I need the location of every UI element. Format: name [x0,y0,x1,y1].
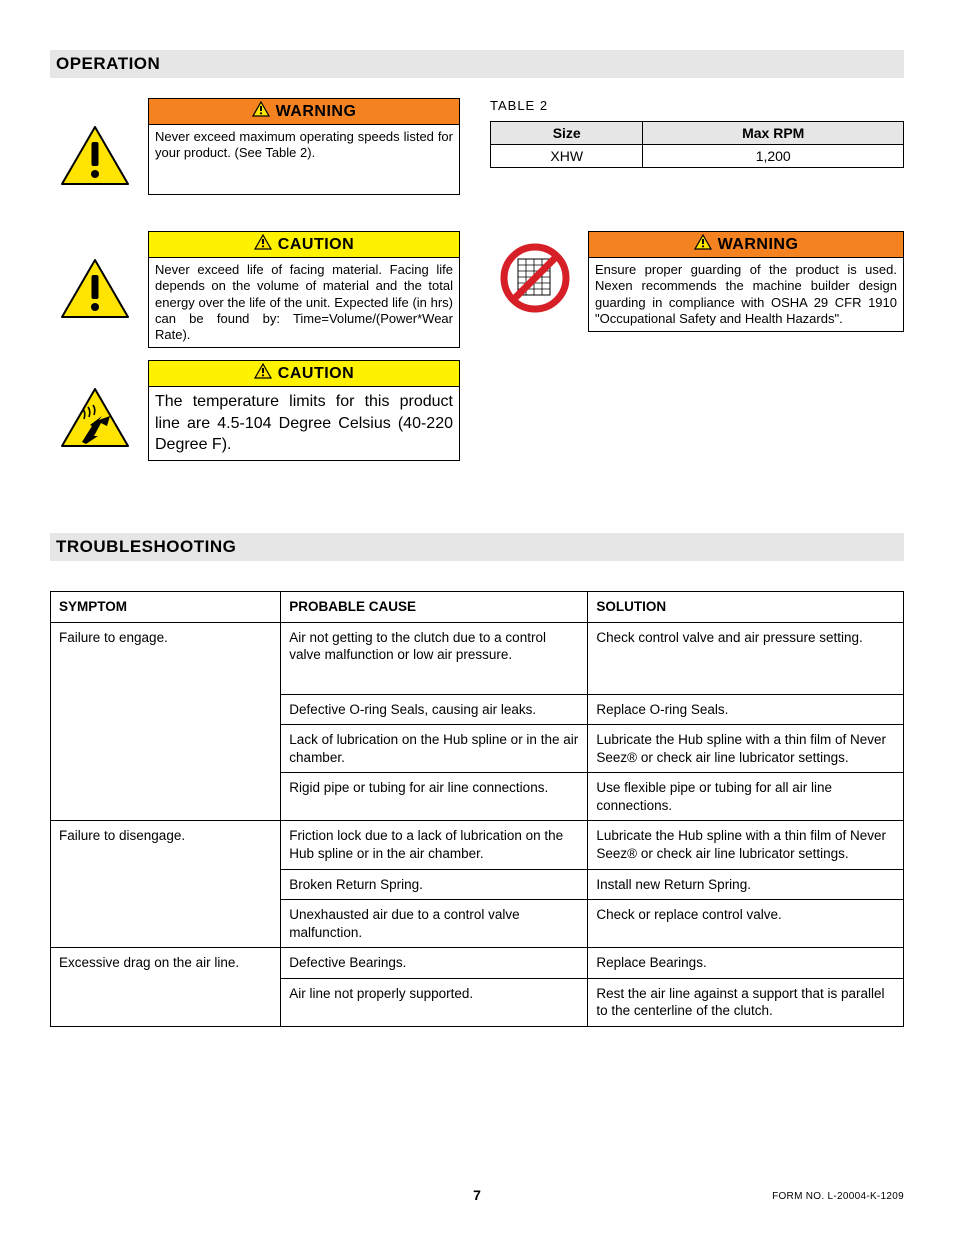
warning-header: WARNING [588,231,904,258]
operation-col-right-2: WARNING Ensure proper guarding of the pr… [490,231,904,344]
cell-solution: Rest the air line against a support that… [588,978,904,1026]
callout-content: WARNING Never exceed maximum operating s… [148,98,460,195]
cell-solution: Check control valve and air pressure set… [588,622,904,694]
cell-cause: Unexhausted air due to a control valve m… [281,900,588,948]
warning-small-triangle-icon [252,101,270,122]
caution-label: CAUTION [278,236,354,254]
section-heading-operation: OPERATION [50,50,904,78]
cell-solution: Replace Bearings. [588,948,904,979]
cell-solution: Install new Return Spring. [588,869,904,900]
caution-small-triangle-icon [254,363,272,384]
warning-label: WARNING [276,103,357,121]
callout-caution-1: CAUTION Never exceed life of facing mate… [50,231,460,348]
caution-body: Never exceed life of facing material. Fa… [148,258,460,348]
warning-body: Ensure proper guarding of the product is… [588,258,904,332]
table2-col-maxrpm: Max RPM [643,122,904,145]
section-heading-troubleshooting: TROUBLESHOOTING [50,533,904,561]
col-cause: PROBABLE CAUSE [281,592,588,623]
warning-triangle-icon [50,98,140,190]
caution-small-triangle-icon [254,234,272,255]
warning-triangle-icon [50,231,140,323]
cell-cause: Broken Return Spring. [281,869,588,900]
callout-caution-2: CAUTION The temperature limits for this … [50,360,460,461]
cell-cause: Air not getting to the clutch due to a c… [281,622,588,694]
callout-warning-1: WARNING Never exceed maximum operating s… [50,98,460,195]
warning-label: WARNING [718,236,799,254]
caution-header: CAUTION [148,231,460,258]
callout-content: CAUTION The temperature limits for this … [148,360,460,461]
warning-body: Never exceed maximum operating speeds li… [148,125,460,195]
page-number: 7 [335,1187,620,1203]
callout-content: WARNING Ensure proper guarding of the pr… [588,231,904,332]
cell-solution: Check or replace control valve. [588,900,904,948]
form-number: FORM NO. L-20004-K-1209 [772,1191,904,1202]
cell-cause: Rigid pipe or tubing for air line connec… [281,773,588,821]
cell-symptom: Failure to disengage. [51,821,281,948]
table2-cell-rpm: 1,200 [643,145,904,168]
table2-col-size: Size [491,122,643,145]
hot-surface-triangle-icon [50,360,140,452]
cell-solution: Lubricate the Hub spline with a thin fil… [588,725,904,773]
caution-header: CAUTION [148,360,460,387]
table2: Size Max RPM XHW 1,200 [490,121,904,168]
table-row: XHW 1,200 [491,145,904,168]
warning-header: WARNING [148,98,460,125]
cell-solution: Use flexible pipe or tubing for all air … [588,773,904,821]
operation-row-2: CAUTION Never exceed life of facing mate… [50,231,904,473]
cell-cause: Defective O-ring Seals, causing air leak… [281,694,588,725]
operation-col-left: WARNING Never exceed maximum operating s… [50,98,460,207]
callout-content: CAUTION Never exceed life of facing mate… [148,231,460,348]
table2-caption: TABLE 2 [490,98,904,113]
cell-solution: Replace O-ring Seals. [588,694,904,725]
callout-warning-2: WARNING Ensure proper guarding of the pr… [490,231,904,332]
cell-symptom: Failure to engage. [51,622,281,821]
operation-row-1: WARNING Never exceed maximum operating s… [50,98,904,207]
cell-solution: Lubricate the Hub spline with a thin fil… [588,821,904,869]
table-row: Excessive drag on the air line.Defective… [51,948,904,979]
warning-small-triangle-icon [694,234,712,255]
caution-label: CAUTION [278,365,354,383]
cell-symptom: Excessive drag on the air line. [51,948,281,1027]
table2-cell-size: XHW [491,145,643,168]
page-footer: 7 FORM NO. L-20004-K-1209 [50,1187,904,1203]
operation-col-left-2: CAUTION Never exceed life of facing mate… [50,231,460,473]
cell-cause: Friction lock due to a lack of lubricati… [281,821,588,869]
troubleshooting-table: SYMPTOM PROBABLE CAUSE SOLUTION Failure … [50,591,904,1027]
caution-body: The temperature limits for this product … [148,387,460,461]
cell-cause: Air line not properly supported. [281,978,588,1026]
cell-cause: Defective Bearings. [281,948,588,979]
table-row: Failure to engage.Air not getting to the… [51,622,904,694]
table-row: Failure to disengage.Friction lock due t… [51,821,904,869]
prohibit-guarding-icon [490,231,580,315]
operation-col-right: TABLE 2 Size Max RPM XHW 1,200 [490,98,904,168]
cell-cause: Lack of lubrication on the Hub spline or… [281,725,588,773]
col-solution: SOLUTION [588,592,904,623]
col-symptom: SYMPTOM [51,592,281,623]
